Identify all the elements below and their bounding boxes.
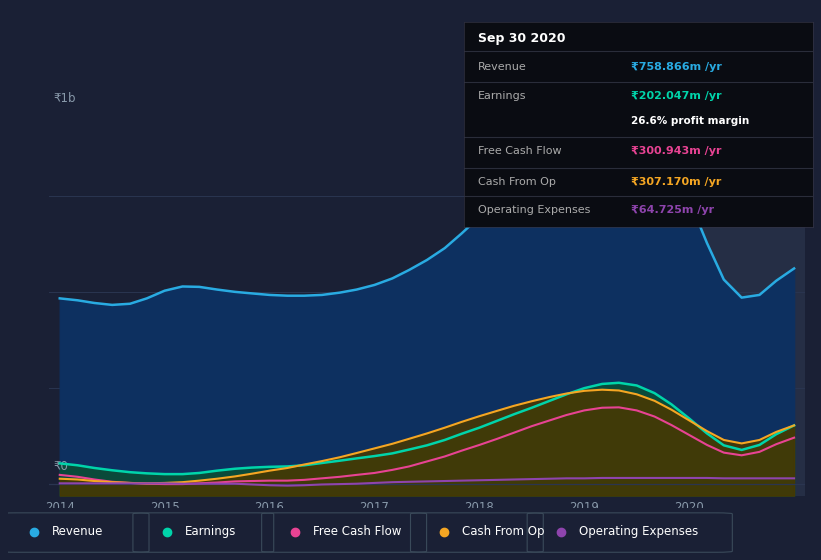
Text: ₹0: ₹0 <box>53 460 68 473</box>
Text: ₹202.047m /yr: ₹202.047m /yr <box>631 91 722 101</box>
Bar <box>658 81 805 496</box>
Text: ₹758.866m /yr: ₹758.866m /yr <box>631 62 722 72</box>
Text: Earnings: Earnings <box>478 91 526 101</box>
Text: Cash From Op: Cash From Op <box>478 177 556 187</box>
Text: Free Cash Flow: Free Cash Flow <box>313 525 401 538</box>
Text: Earnings: Earnings <box>185 525 236 538</box>
Text: Cash From Op: Cash From Op <box>462 525 544 538</box>
Text: Operating Expenses: Operating Expenses <box>579 525 698 538</box>
Text: ₹1b: ₹1b <box>53 92 76 105</box>
Text: ₹300.943m /yr: ₹300.943m /yr <box>631 146 722 156</box>
Text: Revenue: Revenue <box>52 525 103 538</box>
Text: ₹64.725m /yr: ₹64.725m /yr <box>631 206 714 216</box>
Text: Revenue: Revenue <box>478 62 526 72</box>
Text: Operating Expenses: Operating Expenses <box>478 206 590 216</box>
Text: Sep 30 2020: Sep 30 2020 <box>478 32 566 45</box>
Text: 26.6% profit margin: 26.6% profit margin <box>631 115 750 125</box>
Text: ₹307.170m /yr: ₹307.170m /yr <box>631 177 722 187</box>
Text: Free Cash Flow: Free Cash Flow <box>478 146 562 156</box>
